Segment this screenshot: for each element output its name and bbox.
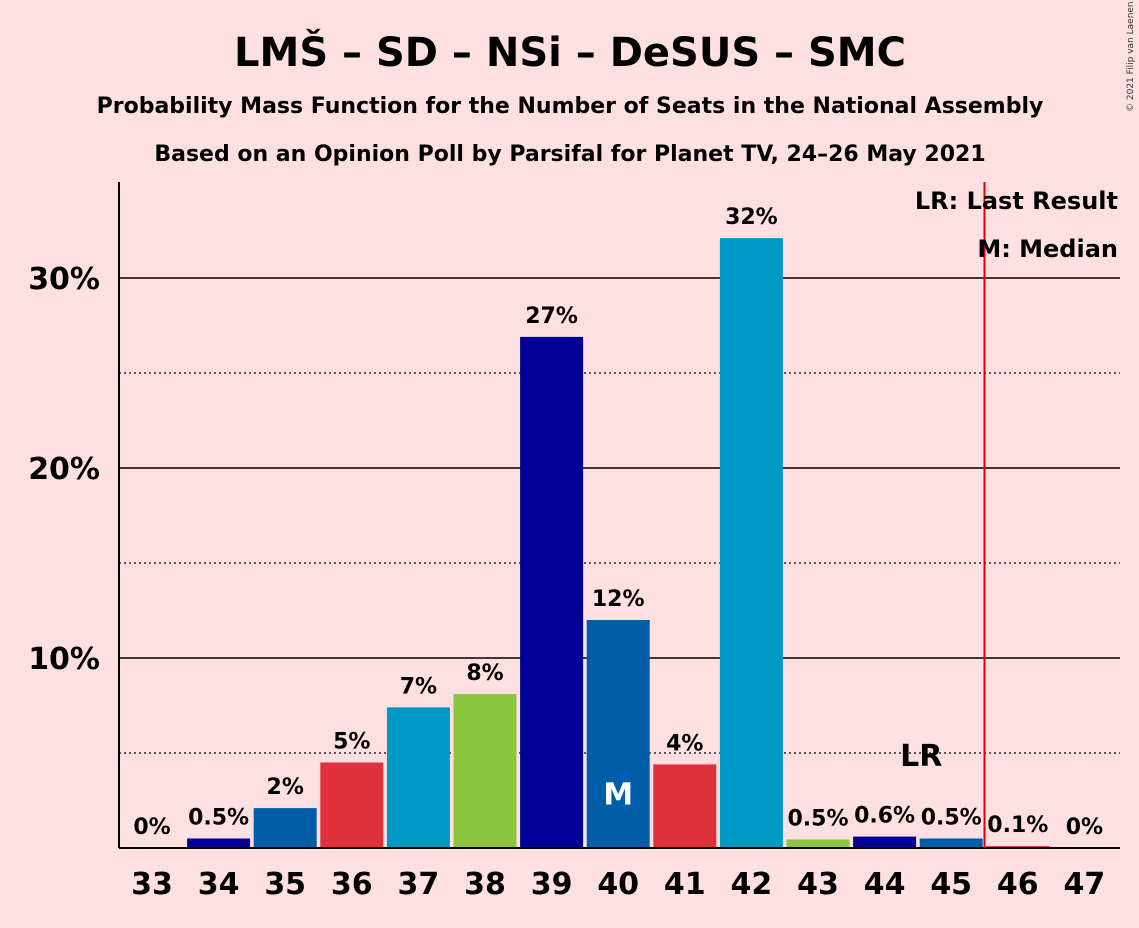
x-tick-label: 34 — [198, 867, 240, 902]
x-tick-label: 44 — [864, 867, 906, 902]
x-tick-label: 40 — [597, 867, 639, 902]
x-tick-label: 41 — [664, 867, 706, 902]
y-tick-label: 10% — [28, 642, 100, 677]
y-tick-label: 30% — [28, 262, 100, 297]
chart-subtitle-2: Based on an Opinion Poll by Parsifal for… — [154, 142, 985, 167]
x-tick-label: 47 — [1064, 867, 1106, 902]
bar-seat-36 — [320, 762, 384, 848]
legend-last-result: LR: Last Result — [915, 187, 1118, 215]
x-tick-label: 33 — [131, 867, 173, 902]
bar-seat-37 — [386, 707, 450, 848]
bar-value-label: 0% — [133, 815, 170, 840]
x-tick-label: 38 — [464, 867, 506, 902]
x-tick-label: 36 — [331, 867, 373, 902]
x-tick-label: 43 — [797, 867, 839, 902]
bar-seat-39 — [520, 336, 584, 848]
y-tick-label: 20% — [28, 452, 100, 487]
bar-seat-42 — [719, 238, 783, 849]
bar-value-label: 0.5% — [188, 806, 249, 831]
x-tick-label: 37 — [398, 867, 440, 902]
bar-value-label: 8% — [466, 661, 503, 686]
bar-seat-41 — [653, 764, 717, 848]
bar-seat-34 — [187, 838, 251, 848]
bar-value-label: 32% — [725, 205, 778, 230]
bar-value-label: 4% — [666, 731, 703, 756]
x-tick-label: 35 — [264, 867, 306, 902]
bar-seat-38 — [453, 694, 517, 848]
y-axis-ticks: 10% 20% 30% — [28, 262, 100, 677]
value-labels: 0% 0.5%2%5%7%8%27%12%M4%32%0.5% 0.6% 0.5%LR… — [133, 205, 1103, 840]
bar-value-label: 7% — [400, 674, 437, 699]
bar-seat-43 — [786, 839, 850, 848]
x-tick-label: 42 — [731, 867, 773, 902]
bar-value-label: 0.5% — [787, 806, 848, 831]
bar-value-label: 0.1% — [987, 813, 1048, 838]
x-axis-ticks: 33 34 35 36 37 38 39 40 41 42 43 44 45 46 47 — [131, 867, 1105, 902]
bar-seat-44 — [853, 836, 917, 848]
bar-value-label: 27% — [525, 304, 578, 329]
bar-seat-40 — [586, 620, 650, 848]
bar-value-label: 0.6% — [854, 804, 915, 829]
x-tick-label: 45 — [930, 867, 972, 902]
bar-value-label: 0% — [1066, 815, 1103, 840]
last-result-marker: LR — [900, 739, 942, 774]
bar-value-label: 5% — [333, 730, 370, 755]
bars — [187, 238, 1050, 849]
x-tick-label: 39 — [531, 867, 573, 902]
bar-seat-45 — [919, 838, 983, 848]
median-marker: M — [603, 778, 633, 813]
bar-value-label: 2% — [267, 775, 304, 800]
copyright-text: © 2021 Filip van Laenen — [1126, 1, 1136, 112]
bar-value-label: 0.5% — [921, 806, 982, 831]
bar-value-label: 12% — [592, 587, 645, 612]
chart-title: LMŠ – SD – NSi – DeSUS – SMC — [234, 28, 906, 76]
x-tick-label: 46 — [997, 867, 1039, 902]
bar-seat-35 — [253, 808, 317, 848]
chart-subtitle: Probability Mass Function for the Number… — [97, 94, 1044, 119]
legend-median: M: Median — [977, 235, 1118, 263]
